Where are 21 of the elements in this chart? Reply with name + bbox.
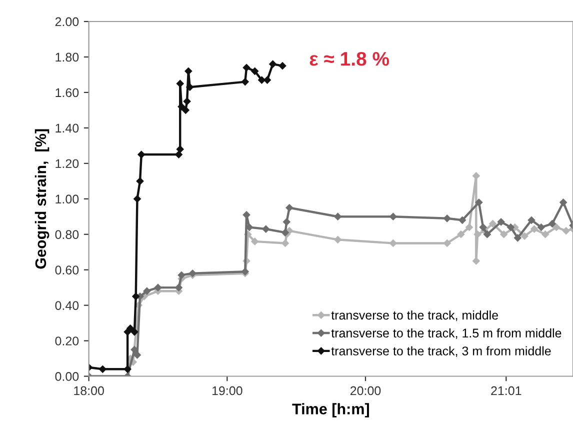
y-tick-label: 0.40 <box>55 301 79 310</box>
x-axis-title: Time [h:m] <box>292 403 369 418</box>
legend-label: transverse to the track, 3 m from middle <box>331 346 551 357</box>
y-tick-label: 2.00 <box>55 17 79 26</box>
legend-label: transverse to the track, 1.5 m from middle <box>331 328 562 340</box>
y-tick-label: 1.00 <box>56 194 79 204</box>
x-tick-label: 21:01 <box>491 386 522 396</box>
y-tick-label: 0.60 <box>55 266 79 274</box>
y-tick-label: 1.20 <box>56 159 79 168</box>
legend-label: transverse to the track, middle <box>331 310 498 322</box>
y-axis-title: Geogrid strain, [%] <box>34 129 50 269</box>
x-tick-label: 19:00 <box>212 386 242 396</box>
y-tick-label: 0.80 <box>55 230 79 239</box>
x-tick-label: 20:00 <box>350 386 381 396</box>
y-tick-label: 1.80 <box>56 52 79 62</box>
y-tick-label: 0.00 <box>55 372 79 381</box>
x-tick-label: 18:00 <box>74 386 104 396</box>
y-tick-label: 0.20 <box>55 336 79 346</box>
y-tick-label: 1.60 <box>56 88 79 98</box>
y-tick-label: 1.40 <box>56 124 79 133</box>
annotation: ε ≈ 1.8 % <box>310 52 390 66</box>
